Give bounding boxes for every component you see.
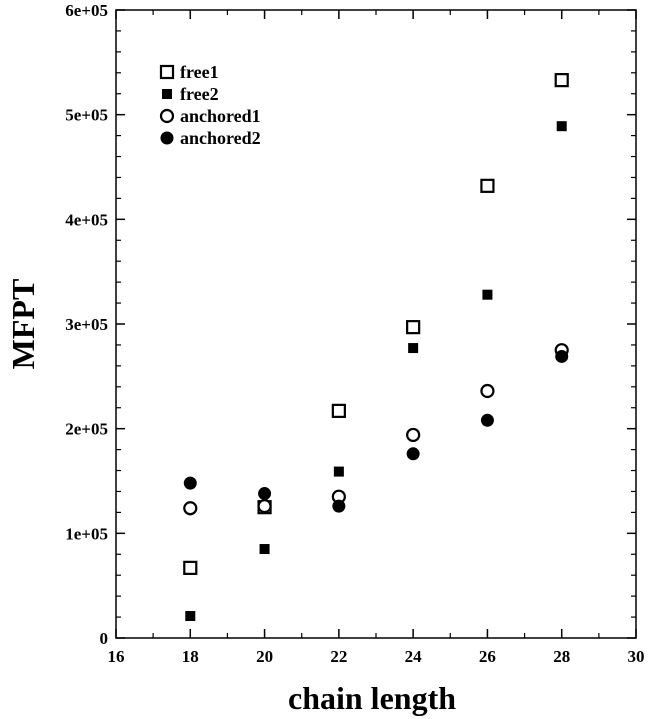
legend-label: free2 (180, 84, 219, 104)
y-tick-label: 3e+05 (65, 315, 108, 334)
y-tick-label: 2e+05 (65, 420, 108, 439)
x-tick-label: 16 (108, 647, 125, 666)
series-free2 (185, 121, 567, 622)
series-anchored2 (183, 349, 569, 513)
series-free1 (183, 73, 569, 575)
x-tick-label: 28 (553, 647, 570, 666)
y-tick-label: 6e+05 (65, 1, 108, 20)
legend-marker-free1 (159, 64, 175, 80)
legend-marker-anchored2 (160, 131, 174, 145)
legend-label: anchored1 (180, 106, 261, 126)
legend-label: anchored2 (180, 128, 261, 148)
legend-label: free1 (180, 62, 219, 82)
data-point-anchored1 (183, 501, 198, 516)
data-point-anchored1 (257, 499, 272, 514)
legend-item: free1 (159, 62, 219, 82)
data-point-free2 (482, 289, 493, 300)
legend-item: free2 (162, 84, 219, 104)
y-axis-title: MFPT (5, 279, 41, 370)
y-tick-label: 0 (100, 629, 109, 648)
data-point-free1 (331, 403, 346, 418)
axis-ticks (115, 9, 637, 639)
data-point-free2 (185, 611, 196, 622)
data-point-free1 (480, 178, 495, 193)
data-point-anchored2 (258, 487, 272, 501)
plot-frame (115, 9, 637, 639)
data-point-anchored1 (480, 383, 495, 399)
y-tick-label: 5e+05 (65, 106, 108, 125)
series-anchored1 (183, 343, 569, 516)
x-axis-title: chain length (288, 680, 456, 716)
y-tick-label: 4e+05 (65, 210, 108, 229)
data-point-free2 (556, 121, 567, 132)
data-point-anchored1 (406, 427, 421, 443)
x-tick-label: 26 (479, 647, 496, 666)
data-point-free2 (259, 544, 270, 555)
data-point-free1 (554, 73, 569, 88)
y-tick-label: 1e+05 (65, 524, 108, 543)
data-markers (183, 73, 569, 622)
x-tick-label: 30 (628, 647, 645, 666)
data-point-free1 (183, 560, 198, 575)
data-point-anchored2 (406, 447, 420, 461)
x-tick-label: 18 (182, 647, 199, 666)
legend-item: anchored2 (160, 128, 261, 148)
data-point-anchored2 (183, 476, 197, 490)
legend-marker-anchored1 (159, 108, 175, 124)
data-point-free1 (406, 320, 421, 335)
data-point-anchored2 (332, 499, 346, 513)
data-point-anchored2 (555, 349, 569, 363)
legend-marker-free2 (162, 89, 172, 99)
axis-tick-labels: 16 18 20 22 24 26 28 30 0 1e+05 2e+05 3e+05 4e+05 5e+… (65, 1, 644, 666)
data-point-free2 (333, 466, 344, 477)
data-point-anchored2 (480, 413, 494, 427)
data-point-free2 (408, 343, 419, 354)
x-tick-label: 20 (256, 647, 273, 666)
x-tick-label: 24 (405, 647, 423, 666)
legend-item: anchored1 (159, 106, 261, 126)
x-tick-label: 22 (330, 647, 347, 666)
